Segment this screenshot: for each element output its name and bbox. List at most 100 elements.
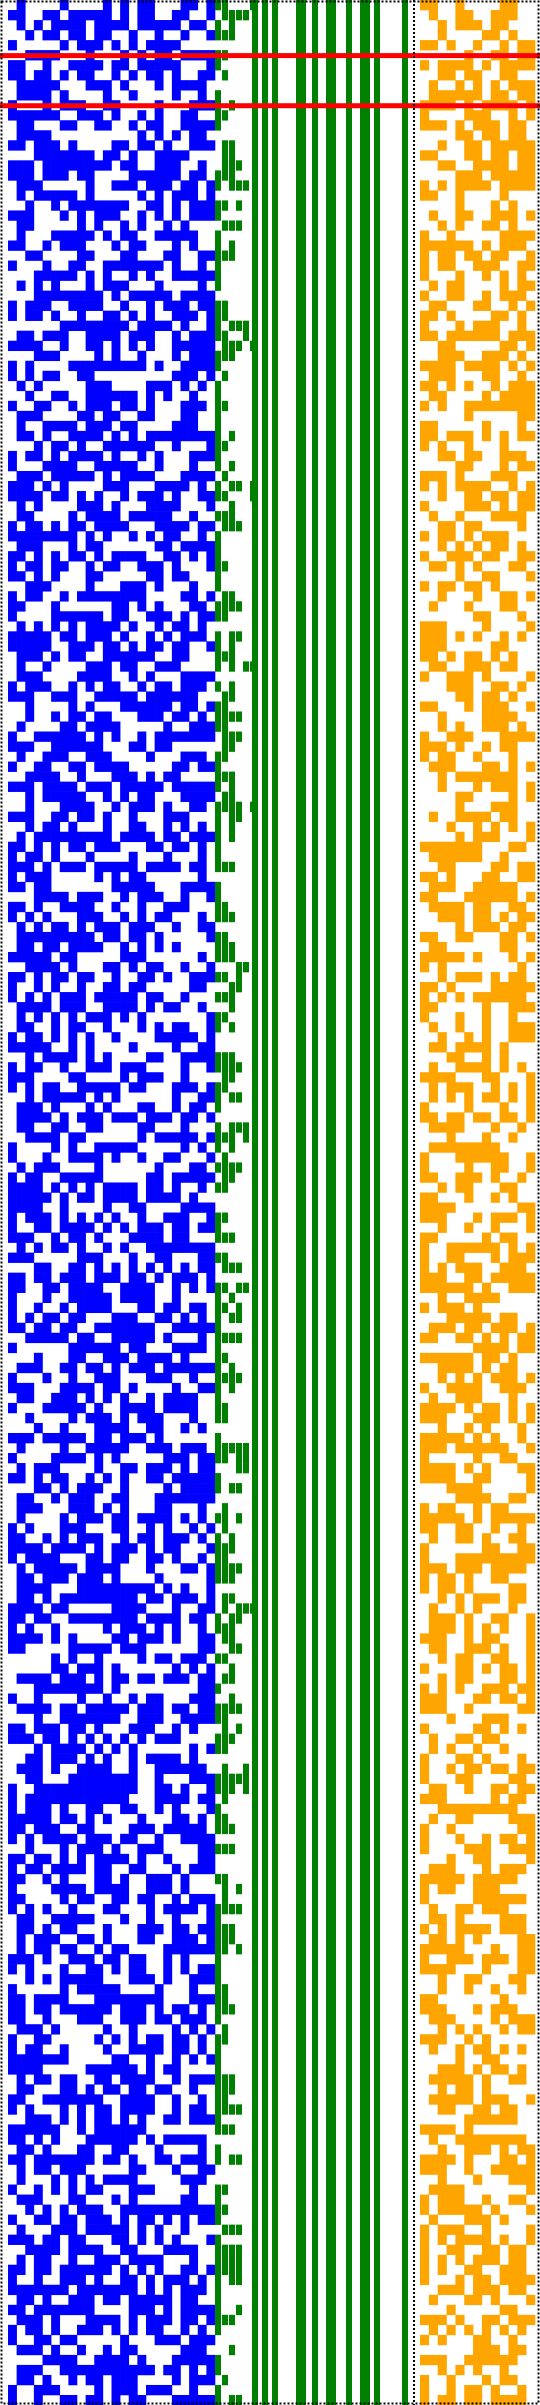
- orange-cell: [428, 2044, 438, 2055]
- orange-cell: [455, 1483, 465, 1494]
- blue-cell: [68, 160, 78, 171]
- blue-cell: [94, 450, 104, 462]
- blue-cell: [171, 811, 181, 823]
- blue-cell: [68, 511, 78, 522]
- blue-cell: [171, 330, 181, 342]
- blue-cell: [137, 1292, 147, 1304]
- green-step-cell: [222, 1503, 228, 1514]
- blue-cell: [59, 931, 69, 943]
- green-step-cell: [222, 2074, 228, 2085]
- blue-cell: [8, 1192, 17, 1203]
- orange-cell: [508, 1012, 518, 1023]
- orange-cell: [508, 791, 518, 802]
- green-step-cell: [215, 30, 221, 41]
- blue-cell: [180, 1362, 190, 1374]
- blue-cell: [8, 2124, 17, 2135]
- orange-cell: [437, 1593, 447, 1604]
- green-step-cell: [229, 781, 235, 792]
- blue-cell: [206, 2234, 216, 2245]
- green-step-cell: [222, 1573, 228, 1584]
- orange-cell: [499, 160, 509, 171]
- blue-cell: [163, 2064, 173, 2075]
- blue-cell: [189, 881, 199, 893]
- blue-cell: [111, 1773, 121, 1785]
- blue-cell: [146, 1402, 155, 1414]
- blue-cell: [102, 671, 112, 682]
- blue-cell: [163, 2214, 173, 2225]
- blue-cell: [137, 1352, 147, 1364]
- orange-cell: [437, 1302, 447, 1314]
- blue-cell: [111, 1853, 121, 1865]
- orange-cell: [517, 430, 527, 442]
- blue-cell: [146, 310, 155, 321]
- blue-cell: [33, 2214, 43, 2225]
- blue-cell: [128, 90, 138, 101]
- orange-cell: [508, 300, 518, 311]
- green-step-cell: [229, 711, 235, 722]
- blue-cell: [137, 1362, 147, 1374]
- blue-cell: [128, 1803, 138, 1815]
- green-step-cell: [215, 661, 221, 672]
- blue-cell: [68, 721, 78, 732]
- blue-cell: [128, 2184, 138, 2195]
- blue-cell: [120, 2214, 130, 2225]
- blue-cell: [171, 2394, 181, 2405]
- orange-cell: [481, 701, 492, 712]
- blue-cell: [120, 1182, 130, 1193]
- blue-cell: [77, 992, 86, 1003]
- blue-cell: [25, 1202, 35, 1213]
- orange-cell: [464, 1813, 474, 1825]
- blue-cell: [8, 631, 17, 642]
- orange-cell: [499, 10, 509, 21]
- blue-cell: [128, 230, 138, 241]
- blue-cell: [206, 1743, 216, 1754]
- green-bar: [326, 0, 336, 2405]
- orange-cell: [499, 470, 509, 482]
- orange-cell: [428, 881, 438, 893]
- blue-cell: [68, 230, 78, 241]
- green-step-cell: [222, 1793, 228, 1805]
- orange-cell: [464, 811, 474, 823]
- blue-cell: [94, 2124, 104, 2135]
- green-step-cell: [222, 1302, 228, 1314]
- orange-cell: [420, 1012, 430, 1023]
- blue-cell: [128, 1272, 138, 1283]
- orange-cell: [437, 521, 447, 532]
- orange-cell: [499, 1162, 509, 1173]
- orange-cell: [517, 1813, 527, 1825]
- blue-cell: [163, 531, 173, 542]
- blue-cell: [171, 1002, 181, 1013]
- blue-cell: [128, 2244, 138, 2255]
- blue-cell: [102, 1272, 112, 1283]
- blue-cell: [51, 1102, 61, 1113]
- blue-cell: [163, 1242, 173, 1253]
- blue-cell: [85, 1533, 95, 1544]
- orange-cell: [473, 150, 483, 161]
- blue-cell: [51, 140, 61, 151]
- blue-cell: [102, 1142, 112, 1153]
- blue-cell: [85, 390, 95, 402]
- blue-cell: [85, 300, 95, 311]
- orange-cell: [526, 1092, 536, 1103]
- blue-cell: [128, 2274, 138, 2286]
- blue-cell: [42, 1683, 52, 1694]
- blue-cell: [197, 1302, 207, 1314]
- orange-cell: [428, 1232, 438, 1243]
- blue-cell: [197, 1683, 207, 1694]
- orange-cell: [508, 30, 518, 41]
- blue-cell: [171, 1493, 181, 1504]
- blue-cell: [146, 1372, 155, 1384]
- blue-cell: [102, 1443, 112, 1454]
- green-step-cell: [236, 1332, 242, 1344]
- blue-cell: [59, 2004, 69, 2015]
- blue-cell: [85, 741, 95, 752]
- blue-cell: [171, 2274, 181, 2286]
- blue-cell: [68, 781, 78, 792]
- blue-cell: [94, 1833, 104, 1845]
- orange-cell: [490, 1593, 500, 1604]
- blue-cell: [111, 410, 121, 422]
- blue-cell: [77, 1523, 86, 1534]
- blue-cell: [128, 1282, 138, 1293]
- blue-cell: [111, 150, 121, 161]
- blue-cell: [111, 1743, 121, 1754]
